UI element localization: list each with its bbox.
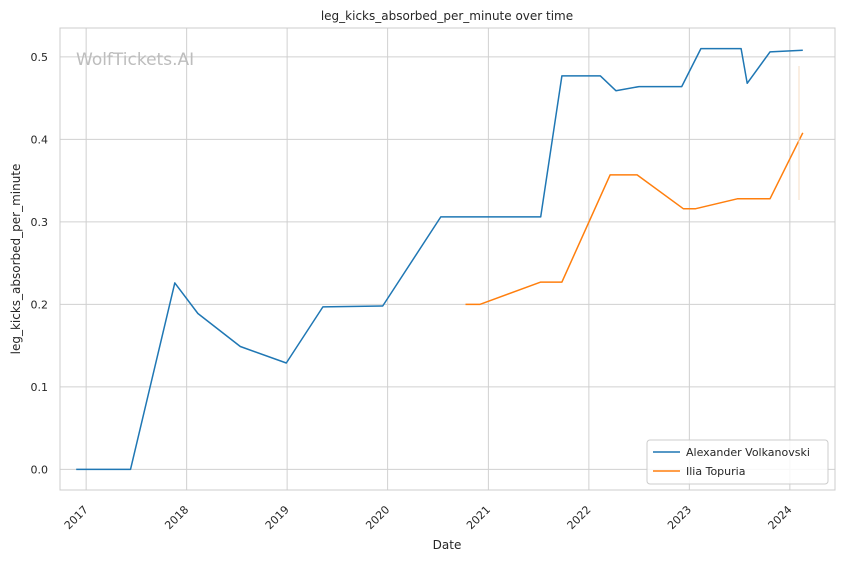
y-gridlines bbox=[60, 56, 835, 470]
series-line-topuria bbox=[465, 132, 804, 306]
y-tick-label: 0.3 bbox=[31, 216, 49, 229]
watermark: WolfTickets.AI bbox=[76, 50, 194, 70]
x-tick-label: 2024 bbox=[766, 503, 795, 532]
plot-area bbox=[60, 28, 835, 490]
legend-box bbox=[646, 439, 829, 485]
y-tick-labels: 0.0 0.1 0.2 0.3 0.4 0.5 bbox=[31, 51, 49, 477]
x-tick-label: 2022 bbox=[565, 503, 594, 532]
series-line-volkanovski bbox=[76, 47, 803, 471]
x-tick-label: 2017 bbox=[62, 503, 91, 532]
x-tick-label: 2021 bbox=[464, 503, 493, 532]
y-tick-label: 0.0 bbox=[31, 463, 49, 476]
legend: Alexander Volkanovski Ilia Topuria bbox=[646, 439, 829, 485]
x-gridlines bbox=[85, 28, 791, 490]
y-axis-label: leg_kicks_absorbed_per_minute bbox=[9, 164, 23, 355]
y-tick-label: 0.2 bbox=[31, 298, 49, 311]
y-tick-label: 0.4 bbox=[31, 133, 49, 146]
plot-frame bbox=[59, 27, 836, 491]
y-tick-label: 0.1 bbox=[31, 381, 49, 394]
x-tick-labels: 2017 2018 2019 2020 2021 2022 2023 2024 bbox=[62, 503, 795, 532]
x-tick-label: 2019 bbox=[263, 503, 292, 532]
series-layer bbox=[76, 47, 804, 471]
x-tick-label: 2020 bbox=[363, 503, 392, 532]
chart-title: leg_kicks_absorbed_per_minute over time bbox=[321, 9, 573, 23]
y-tick-label: 0.5 bbox=[31, 51, 49, 64]
x-tick-label: 2023 bbox=[665, 503, 694, 532]
x-tick-label: 2018 bbox=[162, 503, 191, 532]
x-axis-label: Date bbox=[433, 538, 462, 552]
legend-label-volkanovski: Alexander Volkanovski bbox=[686, 446, 810, 459]
legend-label-topuria: Ilia Topuria bbox=[686, 465, 745, 478]
